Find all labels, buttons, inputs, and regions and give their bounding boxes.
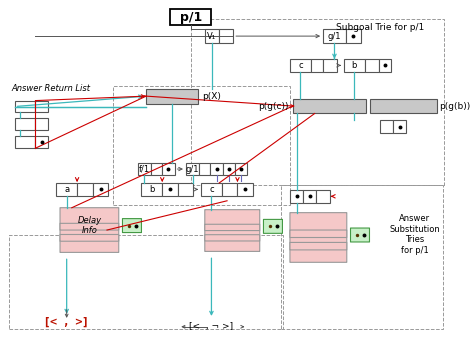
FancyBboxPatch shape: [122, 219, 141, 232]
Bar: [162, 163, 174, 175]
Bar: [178, 183, 193, 196]
Point: [350, 33, 357, 39]
Text: p(X): p(X): [202, 92, 221, 101]
Bar: [201, 183, 222, 196]
Bar: [365, 59, 379, 72]
Bar: [36, 118, 48, 130]
Bar: [323, 59, 337, 72]
Bar: [191, 19, 444, 185]
Text: c: c: [298, 61, 303, 70]
FancyBboxPatch shape: [205, 210, 260, 251]
Bar: [393, 120, 406, 133]
Text: g/1: g/1: [186, 164, 199, 174]
Bar: [379, 59, 391, 72]
Bar: [293, 99, 365, 113]
Point: [293, 194, 301, 199]
Text: V₁: V₁: [207, 32, 217, 41]
Bar: [346, 29, 361, 43]
Bar: [186, 163, 200, 175]
FancyBboxPatch shape: [290, 243, 347, 250]
Point: [38, 139, 46, 145]
FancyBboxPatch shape: [264, 219, 283, 233]
Bar: [205, 29, 219, 43]
Bar: [56, 183, 77, 196]
Bar: [200, 163, 210, 175]
Text: c: c: [209, 185, 214, 194]
Bar: [303, 190, 317, 203]
Bar: [9, 235, 283, 329]
Text: b: b: [149, 185, 155, 194]
Bar: [380, 120, 393, 133]
Text: Subgoal Trie for p/1: Subgoal Trie for p/1: [336, 23, 424, 32]
Bar: [290, 190, 303, 203]
Bar: [281, 185, 443, 329]
Text: f/1: f/1: [139, 164, 150, 174]
Point: [166, 187, 174, 192]
Text: Answer
Substitution
Tries
for p/1: Answer Substitution Tries for p/1: [390, 214, 440, 255]
Bar: [93, 183, 109, 196]
Bar: [137, 163, 151, 175]
Bar: [344, 59, 365, 72]
Bar: [113, 86, 290, 205]
Bar: [151, 163, 162, 175]
Bar: [235, 163, 247, 175]
Point: [353, 232, 361, 238]
Point: [266, 223, 274, 229]
FancyBboxPatch shape: [290, 213, 347, 262]
FancyBboxPatch shape: [205, 235, 260, 241]
Bar: [370, 99, 437, 113]
FancyBboxPatch shape: [60, 208, 119, 252]
Text: Answer Return List: Answer Return List: [11, 84, 90, 93]
Bar: [323, 29, 346, 43]
Bar: [210, 163, 223, 175]
Point: [306, 194, 314, 199]
FancyBboxPatch shape: [350, 228, 370, 242]
Bar: [222, 183, 237, 196]
Bar: [15, 118, 36, 130]
Point: [382, 62, 389, 68]
Bar: [15, 101, 36, 112]
Bar: [36, 101, 48, 112]
Bar: [170, 9, 211, 25]
Point: [225, 166, 233, 172]
Point: [360, 232, 367, 238]
Point: [396, 124, 403, 130]
Bar: [311, 59, 323, 72]
Point: [237, 166, 245, 172]
Text: a: a: [64, 185, 69, 194]
Text: Delay
Info: Delay Info: [77, 216, 101, 235]
Text: b: b: [352, 61, 357, 70]
FancyBboxPatch shape: [60, 235, 118, 241]
FancyBboxPatch shape: [290, 230, 347, 237]
Bar: [77, 183, 93, 196]
FancyBboxPatch shape: [60, 223, 118, 230]
Bar: [141, 183, 162, 196]
Bar: [146, 89, 198, 103]
Point: [132, 223, 139, 228]
Point: [97, 187, 104, 192]
Bar: [237, 183, 253, 196]
Text: p(g(b)): p(g(b)): [439, 102, 471, 111]
Bar: [219, 29, 233, 43]
Bar: [317, 190, 330, 203]
Point: [273, 223, 281, 229]
Text: g/1: g/1: [328, 32, 341, 41]
Point: [213, 166, 220, 172]
FancyBboxPatch shape: [205, 224, 260, 230]
Text: [<  , ¬ >]: [< , ¬ >]: [190, 322, 234, 331]
Bar: [15, 136, 36, 148]
Text: p/1: p/1: [180, 11, 202, 24]
Bar: [223, 163, 235, 175]
Point: [241, 187, 249, 192]
Text: p(g(c)): p(g(c)): [258, 102, 289, 111]
Point: [164, 166, 172, 172]
Text: [<  ,  >]: [< , >]: [46, 317, 88, 327]
Bar: [36, 136, 48, 148]
Bar: [290, 59, 311, 72]
Bar: [162, 183, 178, 196]
Point: [125, 223, 133, 228]
